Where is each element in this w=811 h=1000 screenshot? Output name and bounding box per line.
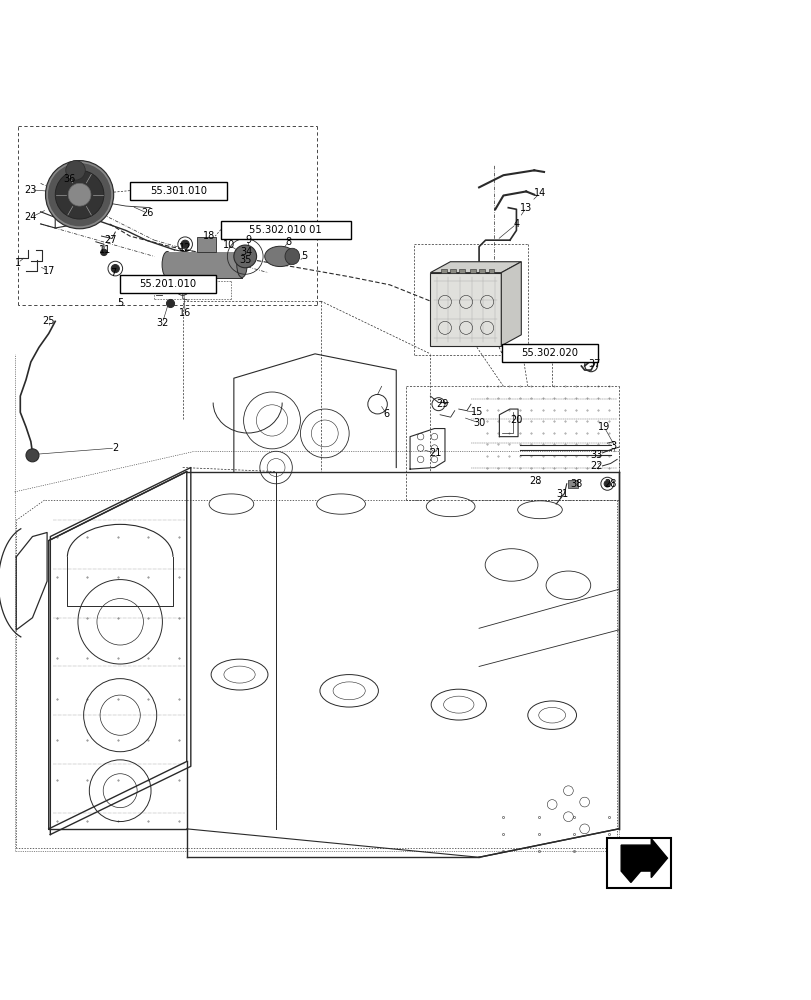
Text: 29: 29: [436, 399, 448, 409]
Bar: [607, 838, 670, 888]
Ellipse shape: [333, 682, 365, 700]
Ellipse shape: [527, 701, 576, 729]
Text: 34: 34: [240, 247, 253, 257]
Circle shape: [101, 249, 107, 256]
Bar: [459, 269, 465, 273]
Ellipse shape: [285, 248, 299, 265]
Ellipse shape: [426, 496, 474, 517]
Bar: [120, 275, 216, 293]
Text: 22: 22: [589, 461, 602, 471]
Text: 24: 24: [24, 212, 37, 222]
Circle shape: [45, 161, 114, 229]
Polygon shape: [620, 839, 667, 878]
Text: 5: 5: [117, 298, 123, 308]
Text: 55.302.010 01: 55.302.010 01: [249, 225, 322, 235]
Text: 26: 26: [141, 208, 154, 218]
Text: 14: 14: [533, 188, 546, 198]
Text: 21: 21: [428, 448, 441, 458]
Circle shape: [603, 481, 610, 487]
Circle shape: [181, 240, 189, 248]
Ellipse shape: [517, 501, 562, 519]
Bar: [130, 182, 227, 200]
Text: 4: 4: [513, 219, 519, 229]
Text: 32: 32: [156, 318, 169, 328]
Circle shape: [55, 170, 104, 219]
Bar: [430, 273, 500, 346]
Ellipse shape: [237, 252, 247, 278]
Text: 31: 31: [556, 489, 569, 499]
Text: 20: 20: [509, 415, 522, 425]
Text: 1: 1: [15, 258, 21, 268]
Circle shape: [68, 183, 91, 206]
Text: 13: 13: [519, 203, 532, 213]
Ellipse shape: [208, 494, 253, 514]
Polygon shape: [620, 871, 640, 882]
Polygon shape: [430, 262, 521, 273]
Text: 11: 11: [99, 245, 112, 255]
Text: 16: 16: [178, 308, 191, 318]
Ellipse shape: [320, 675, 378, 707]
Circle shape: [166, 299, 174, 308]
Text: 55.302.020: 55.302.020: [521, 348, 577, 358]
Bar: [196, 237, 216, 252]
Text: 28: 28: [529, 476, 542, 486]
Ellipse shape: [538, 707, 564, 723]
Text: 15: 15: [470, 407, 483, 417]
Text: 5: 5: [301, 251, 307, 261]
Ellipse shape: [431, 689, 486, 720]
Ellipse shape: [316, 494, 365, 514]
Text: 10: 10: [222, 240, 235, 250]
Text: 28: 28: [603, 479, 616, 489]
Circle shape: [66, 161, 85, 180]
Text: 55.301.010: 55.301.010: [150, 186, 207, 196]
Text: 35: 35: [238, 255, 251, 265]
Text: 36: 36: [63, 174, 76, 184]
Text: 55.201.010: 55.201.010: [139, 279, 196, 289]
Ellipse shape: [443, 696, 474, 713]
Bar: [478, 269, 484, 273]
Ellipse shape: [264, 246, 295, 267]
Text: 37: 37: [587, 359, 600, 369]
Ellipse shape: [162, 252, 172, 278]
Text: 23: 23: [24, 185, 37, 195]
Ellipse shape: [545, 571, 590, 599]
Ellipse shape: [211, 659, 268, 690]
Text: 12: 12: [178, 243, 191, 253]
Bar: [568, 480, 577, 488]
Polygon shape: [500, 262, 521, 346]
Ellipse shape: [484, 549, 538, 581]
Bar: [440, 269, 446, 273]
Text: 25: 25: [42, 316, 55, 326]
Bar: [450, 269, 455, 273]
Text: 38: 38: [569, 479, 582, 489]
Bar: [470, 269, 475, 273]
Circle shape: [234, 245, 256, 268]
Bar: [488, 269, 493, 273]
Ellipse shape: [224, 666, 255, 683]
Bar: [167, 252, 242, 278]
Text: 19: 19: [597, 422, 610, 432]
Circle shape: [26, 449, 39, 462]
Text: 9: 9: [245, 235, 251, 245]
Text: 27: 27: [104, 235, 117, 245]
Text: 33: 33: [589, 450, 602, 460]
Text: 18: 18: [202, 231, 215, 241]
Text: 3: 3: [610, 441, 616, 451]
Text: 30: 30: [472, 418, 485, 428]
Bar: [221, 221, 350, 239]
Circle shape: [111, 265, 119, 273]
Text: 7: 7: [110, 268, 117, 278]
Text: 2: 2: [112, 443, 118, 453]
Circle shape: [182, 287, 188, 294]
Bar: [501, 344, 597, 362]
Text: 8: 8: [285, 237, 291, 247]
Text: 17: 17: [42, 266, 55, 276]
Text: 6: 6: [383, 409, 389, 419]
